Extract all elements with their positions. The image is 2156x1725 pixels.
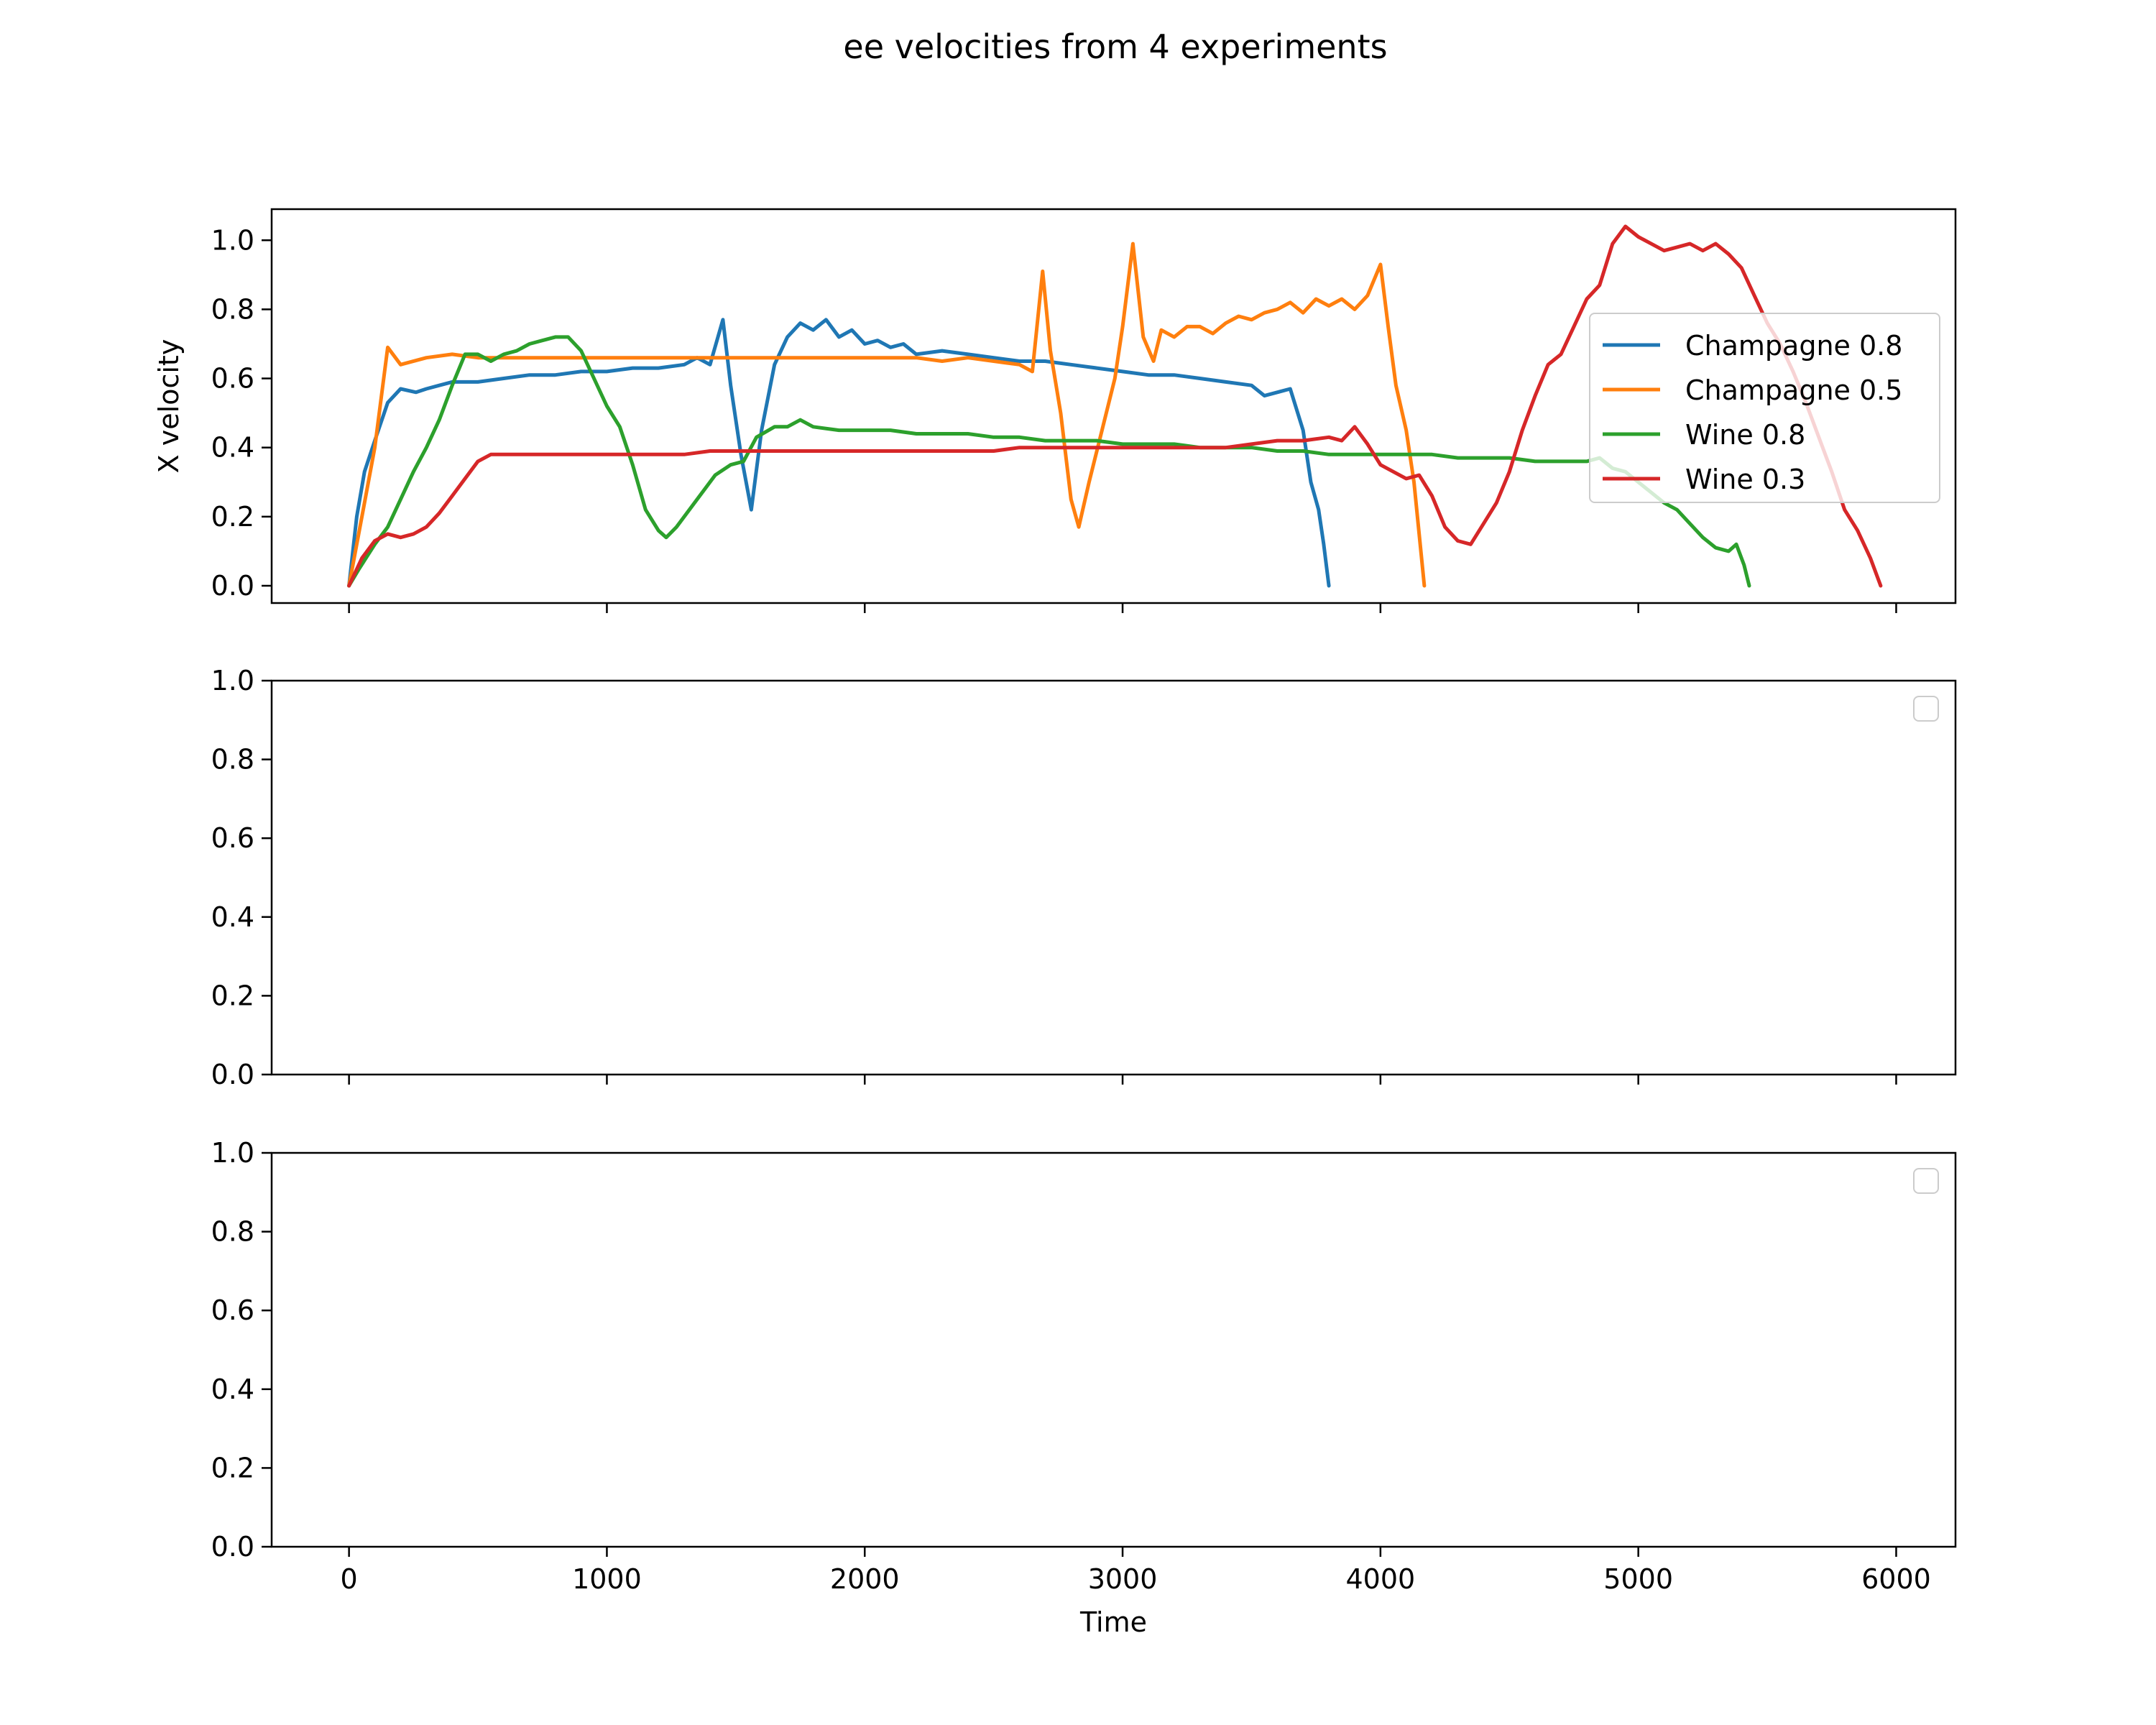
x-tick-label: 3000 — [1088, 1563, 1158, 1595]
legend-empty-frame — [1913, 696, 1939, 722]
y-tick-label: 1.0 — [211, 224, 254, 256]
series-line-champagne-0-5 — [347, 242, 1427, 588]
legend-label-champagne-0-8: Champagne 0.8 — [1685, 330, 1902, 362]
legend: Champagne 0.8 Champagne 0.5 Wine 0.8 Wine 0… — [1589, 313, 1940, 503]
axes-frame — [270, 679, 1957, 1076]
x-tick-label: 5000 — [1603, 1563, 1673, 1595]
x-axis-label: Time — [1079, 1606, 1147, 1638]
legend-label-wine-0-8: Wine 0.8 — [1685, 419, 1805, 451]
axes-frame — [270, 1151, 1957, 1548]
subplots: 0.0 0.2 0.4 0.6 0.8 1.0 X velocity Champagne 0.… — [153, 208, 1957, 1638]
series-line-wine-0-3 — [347, 224, 1883, 588]
y-tick-label: 1.0 — [211, 665, 254, 696]
x-tick-label: 2000 — [830, 1563, 900, 1595]
x-tick-label: 0 — [341, 1563, 358, 1595]
y-tick-label: 0.8 — [211, 744, 254, 776]
legend-frame — [1589, 313, 1940, 503]
y-tick-label: 0.0 — [211, 1531, 254, 1563]
subplot-1: 0.0 0.2 0.4 0.6 0.8 1.0 X velocity Champagne 0.… — [153, 208, 1957, 613]
x-tick-label: 4000 — [1346, 1563, 1416, 1595]
y-tick-label: 0.6 — [211, 363, 254, 395]
y-tick-label: 0.6 — [211, 822, 254, 854]
y-axis-label: X velocity — [153, 339, 185, 474]
subplot-2: 0.0 0.2 0.4 0.6 0.8 1.0 — [211, 665, 1957, 1090]
series-line-champagne-0-8 — [347, 318, 1331, 588]
y-tick-label: 0.4 — [211, 1374, 254, 1405]
y-tick-label: 0.4 — [211, 432, 254, 464]
figure-title: ee velocities from 4 experiments — [843, 27, 1387, 66]
y-tick-label: 1.0 — [211, 1137, 254, 1169]
axes-frame — [270, 208, 1957, 604]
y-tick-label: 0.0 — [211, 570, 254, 602]
y-tick-label: 0.0 — [211, 1059, 254, 1090]
legend-label-wine-0-3: Wine 0.3 — [1685, 464, 1805, 495]
y-tick-label: 0.2 — [211, 1452, 254, 1484]
x-tick-label: 1000 — [572, 1563, 642, 1595]
legend-empty-frame — [1913, 1168, 1939, 1194]
x-tick-label: 6000 — [1861, 1563, 1931, 1595]
y-tick-label: 0.6 — [211, 1294, 254, 1326]
y-tick-label: 0.2 — [211, 501, 254, 533]
y-tick-label: 0.8 — [211, 293, 254, 325]
y-tick-label: 0.8 — [211, 1216, 254, 1248]
subplot-3: 0 1000 2000 3000 4000 5000 6000 0.0 0.2 0.4 0.6 0.8… — [211, 1137, 1957, 1638]
y-tick-label: 0.4 — [211, 901, 254, 933]
series-group — [347, 224, 1883, 588]
legend-label-champagne-0-5: Champagne 0.5 — [1685, 374, 1902, 406]
y-tick-label: 0.2 — [211, 980, 254, 1011]
